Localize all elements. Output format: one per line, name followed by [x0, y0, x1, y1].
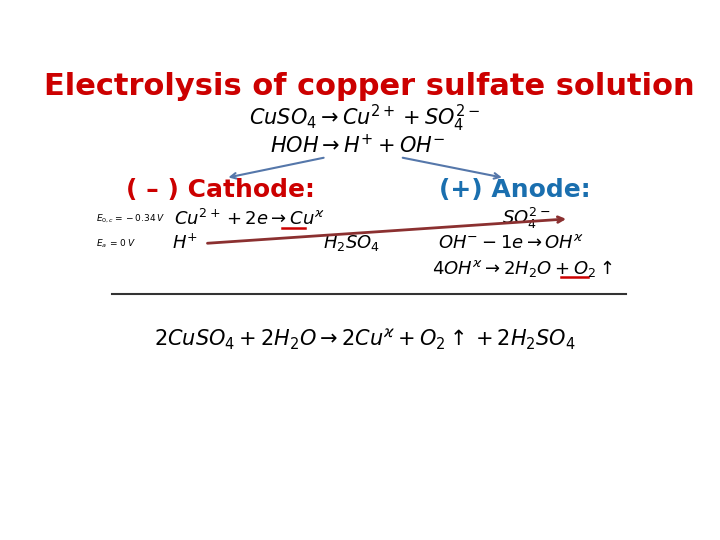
Text: $HOH \rightarrow H^{+} + OH^{-}$: $HOH \rightarrow H^{+} + OH^{-}$: [269, 134, 445, 157]
Text: Electrolysis of copper sulfate solution: Electrolysis of copper sulfate solution: [44, 72, 694, 101]
Text: $4OH^{\varkappa} \rightarrow 2H_2O + O_2 \uparrow$: $4OH^{\varkappa} \rightarrow 2H_2O + O_2…: [432, 259, 613, 280]
Text: $Cu^{2+} + 2e \rightarrow Cu^{\varkappa}$: $Cu^{2+} + 2e \rightarrow Cu^{\varkappa}…: [174, 209, 324, 229]
Text: $SO_4^{2-}$: $SO_4^{2-}$: [502, 206, 551, 231]
Text: ( – ) Cathode:: ( – ) Cathode:: [126, 178, 315, 201]
Text: $E_{0,c} = -0.34\,V$: $E_{0,c} = -0.34\,V$: [96, 213, 165, 225]
Text: $H_2SO_4$: $H_2SO_4$: [323, 233, 380, 253]
Text: (+) Anode:: (+) Anode:: [439, 178, 590, 201]
Text: $CuSO_4 \rightarrow Cu^{2+} + SO_4^{2-}$: $CuSO_4 \rightarrow Cu^{2+} + SO_4^{2-}$: [249, 103, 481, 134]
Text: $H^{+}$: $H^{+}$: [171, 234, 197, 253]
Text: $2CuSO_4 + 2H_2O \rightarrow 2Cu^{\varkappa} + O_2 \uparrow + 2H_2SO_4$: $2CuSO_4 + 2H_2O \rightarrow 2Cu^{\varka…: [154, 327, 576, 352]
Text: $OH^{-} - 1e \rightarrow OH^{\varkappa}$: $OH^{-} - 1e \rightarrow OH^{\varkappa}$: [438, 234, 584, 253]
Text: $E_a\; = 0\;V$: $E_a\; = 0\;V$: [96, 237, 136, 249]
